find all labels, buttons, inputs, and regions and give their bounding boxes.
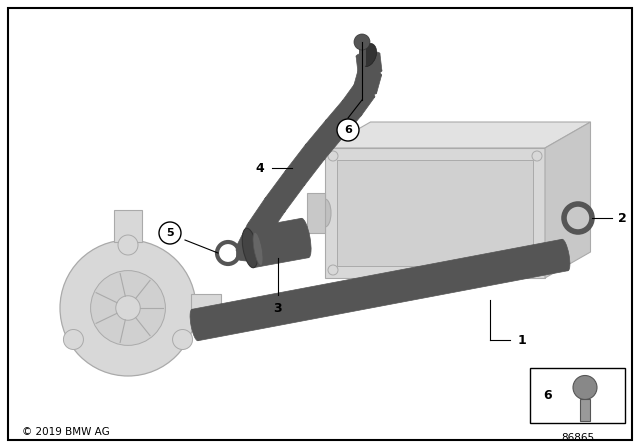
Polygon shape (236, 250, 260, 258)
Ellipse shape (355, 82, 375, 97)
Bar (530, 368, 625, 423)
Polygon shape (246, 218, 308, 267)
Ellipse shape (319, 199, 331, 227)
Circle shape (60, 240, 196, 376)
Polygon shape (325, 148, 545, 278)
Ellipse shape (242, 228, 258, 268)
Text: 86865: 86865 (561, 433, 595, 443)
Ellipse shape (358, 69, 382, 75)
Polygon shape (307, 193, 325, 233)
Polygon shape (545, 122, 591, 278)
Polygon shape (285, 145, 324, 185)
Ellipse shape (353, 86, 376, 95)
Ellipse shape (285, 170, 305, 185)
Ellipse shape (248, 223, 268, 237)
Circle shape (532, 151, 542, 161)
Polygon shape (326, 100, 361, 136)
Ellipse shape (326, 120, 344, 136)
Bar (114, 210, 142, 242)
Ellipse shape (247, 224, 269, 236)
Circle shape (354, 34, 370, 50)
Ellipse shape (190, 309, 200, 341)
Ellipse shape (253, 232, 263, 266)
Circle shape (573, 375, 597, 400)
Circle shape (63, 329, 83, 349)
Bar (337, 160, 533, 266)
Polygon shape (353, 69, 381, 93)
Circle shape (328, 265, 338, 275)
Polygon shape (192, 239, 568, 341)
Ellipse shape (342, 100, 362, 116)
Circle shape (173, 329, 193, 349)
Polygon shape (306, 121, 344, 159)
Ellipse shape (299, 218, 311, 258)
Text: 6: 6 (344, 125, 352, 135)
Circle shape (159, 222, 181, 244)
Polygon shape (356, 54, 382, 73)
Ellipse shape (342, 100, 362, 116)
Ellipse shape (236, 247, 260, 253)
Polygon shape (342, 83, 375, 115)
Ellipse shape (326, 120, 344, 136)
Circle shape (118, 235, 138, 255)
Ellipse shape (285, 170, 305, 185)
Circle shape (328, 151, 338, 161)
Text: 5: 5 (166, 228, 174, 238)
Circle shape (532, 265, 542, 275)
Ellipse shape (244, 228, 256, 268)
Ellipse shape (265, 198, 285, 212)
Ellipse shape (237, 244, 259, 256)
Polygon shape (248, 198, 285, 237)
Text: © 2019 BMW AG: © 2019 BMW AG (22, 427, 109, 437)
Circle shape (116, 296, 140, 320)
Ellipse shape (305, 144, 324, 160)
Polygon shape (266, 171, 305, 212)
Polygon shape (237, 224, 269, 255)
Ellipse shape (265, 198, 285, 212)
Bar (191, 294, 221, 322)
Ellipse shape (560, 239, 570, 271)
Ellipse shape (360, 43, 376, 67)
Polygon shape (325, 122, 591, 148)
Ellipse shape (356, 52, 380, 58)
Text: 1: 1 (518, 333, 526, 346)
Text: 4: 4 (255, 161, 264, 175)
Text: 3: 3 (274, 302, 282, 314)
Ellipse shape (305, 144, 324, 159)
Text: 6: 6 (544, 389, 552, 402)
Bar (580, 400, 590, 422)
Text: 2: 2 (618, 211, 627, 224)
Ellipse shape (236, 255, 260, 261)
Circle shape (91, 271, 165, 345)
Circle shape (337, 119, 359, 141)
Ellipse shape (358, 68, 381, 76)
